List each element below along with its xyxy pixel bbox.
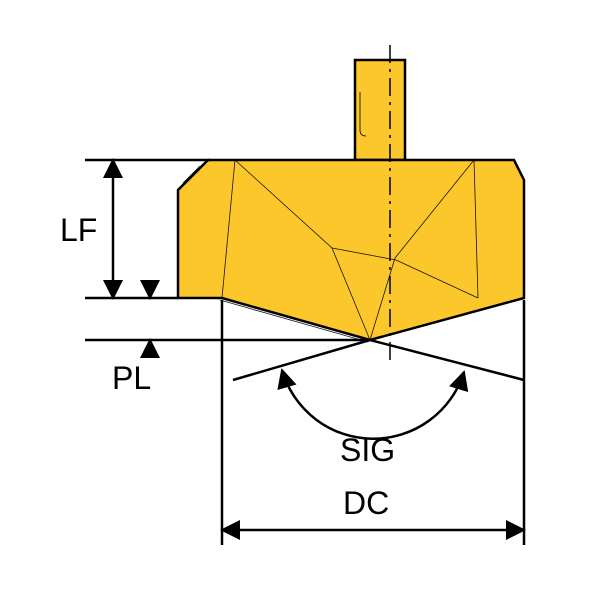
label-sig: SIG — [340, 432, 395, 469]
label-pl: PL — [112, 360, 151, 397]
technical-diagram — [0, 0, 600, 600]
tool-body — [178, 60, 524, 342]
label-dc: DC — [343, 485, 389, 522]
dimension-sig — [233, 340, 524, 439]
label-lf: LF — [60, 212, 97, 249]
